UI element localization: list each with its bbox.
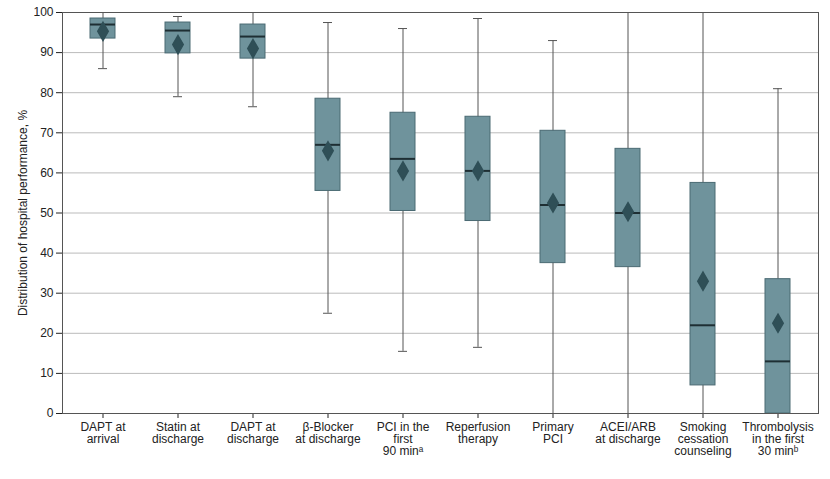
svg-text:20: 20: [40, 326, 54, 340]
svg-text:40: 40: [40, 246, 54, 260]
svg-text:DAPT atdischarge: DAPT atdischarge: [227, 420, 279, 446]
svg-text:50: 50: [40, 206, 54, 220]
svg-text:Thrombolysisin the first30 min: Thrombolysisin the first30 minᵇ: [742, 420, 813, 458]
svg-text:Reperfusiontherapy: Reperfusiontherapy: [446, 420, 511, 446]
svg-text:Smokingcessationcounseling: Smokingcessationcounseling: [674, 420, 731, 458]
svg-text:PrimaryPCI: PrimaryPCI: [532, 420, 573, 446]
svg-text:Distribution of hospital perfo: Distribution of hospital performance, %: [16, 110, 30, 316]
svg-text:0: 0: [47, 406, 54, 420]
svg-text:PCI in thefirst90 minᵃ: PCI in thefirst90 minᵃ: [377, 420, 430, 458]
svg-text:10: 10: [40, 366, 54, 380]
svg-text:Statin atdischarge: Statin atdischarge: [152, 420, 204, 446]
svg-text:80: 80: [40, 86, 54, 100]
svg-text:70: 70: [40, 126, 54, 140]
svg-text:30: 30: [40, 286, 54, 300]
svg-text:100: 100: [33, 5, 53, 19]
svg-text:90: 90: [40, 45, 54, 59]
svg-text:60: 60: [40, 166, 54, 180]
svg-text:ACEI/ARBat discharge: ACEI/ARBat discharge: [595, 420, 661, 446]
svg-text:β-Blockerat discharge: β-Blockerat discharge: [295, 420, 361, 446]
svg-text:DAPT atarrival: DAPT atarrival: [80, 420, 126, 446]
